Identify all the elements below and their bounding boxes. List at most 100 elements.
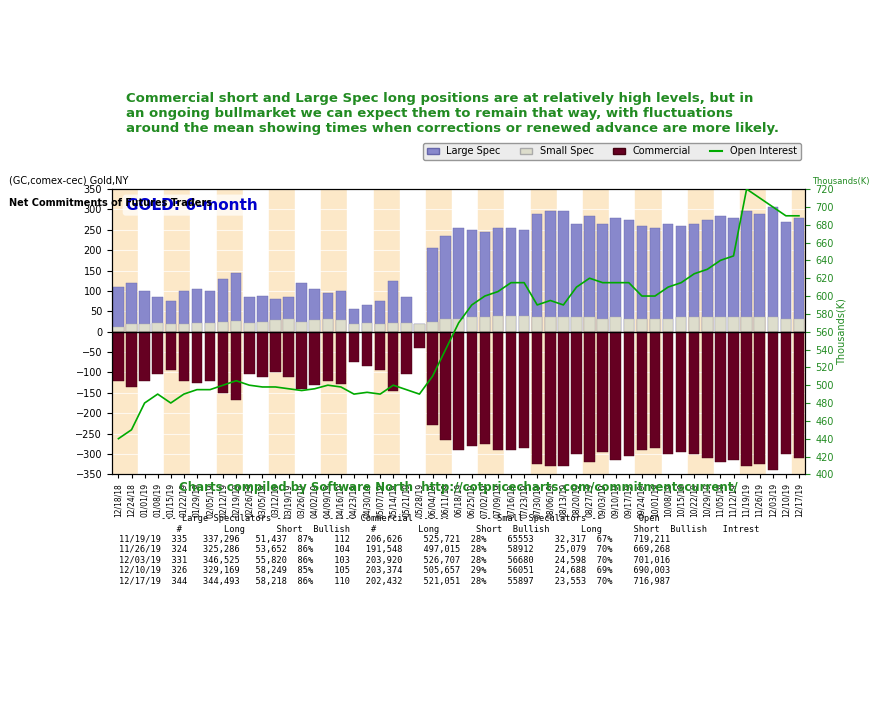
Bar [113, 331, 123, 380]
Bar [191, 331, 202, 383]
Bar [440, 331, 451, 440]
Bar [531, 331, 542, 464]
Bar [504, 189, 530, 474]
Bar [713, 189, 739, 474]
Bar [791, 189, 805, 474]
Bar [296, 321, 307, 331]
Bar [165, 331, 176, 370]
Bar [373, 189, 400, 474]
Bar [791, 189, 805, 474]
Bar [268, 189, 295, 474]
Text: Commercial short and Large Spec long positions are at relatively high levels, bu: Commercial short and Large Spec long pos… [125, 92, 778, 134]
Bar [740, 318, 751, 331]
Bar [270, 321, 281, 331]
Bar [519, 316, 528, 331]
Bar [453, 331, 463, 450]
Bar [767, 207, 777, 331]
Bar [321, 189, 347, 474]
Bar [767, 318, 777, 331]
Bar [728, 318, 738, 331]
Bar [112, 189, 138, 474]
Text: --- Large Speculators ---      ------ Commercial ------      -- Small Speculator: --- Large Speculators --- ------ Commerc… [119, 514, 758, 586]
Bar [179, 291, 189, 331]
Bar [623, 318, 633, 331]
Text: GOLD: 6-month: GOLD: 6-month [125, 198, 257, 212]
Bar [793, 217, 804, 331]
Bar [217, 279, 228, 331]
Bar [530, 189, 556, 474]
Bar [217, 331, 228, 393]
Bar [205, 291, 215, 331]
Bar [216, 189, 242, 474]
Bar [740, 331, 751, 466]
Bar [231, 321, 241, 331]
Bar [426, 331, 437, 425]
Bar [740, 212, 751, 331]
Bar [597, 224, 607, 331]
Text: (GC,comex-cec) Gold,NY: (GC,comex-cec) Gold,NY [9, 175, 128, 186]
Bar [556, 189, 582, 474]
Bar [191, 323, 202, 331]
Bar [349, 331, 358, 362]
Bar [493, 227, 502, 331]
Bar [728, 331, 738, 460]
Bar [780, 222, 790, 331]
Bar [493, 316, 502, 331]
Bar [322, 331, 333, 380]
Open Interest [544, 296, 555, 305]
Bar [451, 189, 477, 474]
Bar [296, 331, 307, 388]
Bar [295, 189, 321, 474]
Bar [531, 214, 542, 331]
Bar [347, 189, 373, 474]
Bar [113, 287, 123, 331]
Bar [139, 291, 149, 331]
Bar [296, 283, 307, 331]
Bar [505, 331, 516, 450]
Bar [466, 230, 477, 331]
Bar [662, 318, 672, 331]
Bar [636, 226, 646, 331]
Bar [714, 216, 725, 331]
Bar [739, 189, 765, 474]
Bar [414, 323, 424, 331]
Bar [401, 323, 411, 331]
Bar [687, 189, 713, 474]
Bar [661, 189, 687, 474]
Bar [531, 318, 542, 331]
Bar [453, 318, 463, 331]
Bar [584, 331, 595, 462]
Open Interest [793, 212, 804, 220]
Open Interest [113, 435, 123, 443]
Bar [623, 219, 633, 331]
Bar [477, 189, 504, 474]
Bar [426, 189, 451, 474]
Bar [113, 327, 123, 331]
Bar [765, 189, 791, 474]
Bar [375, 331, 385, 370]
Bar [675, 318, 686, 331]
Bar [152, 297, 163, 331]
Bar [505, 227, 516, 331]
Bar [610, 217, 620, 331]
Bar [558, 212, 568, 331]
Bar [349, 309, 358, 331]
Bar [414, 331, 424, 348]
Bar [610, 331, 620, 460]
Bar [558, 331, 568, 466]
Bar [138, 189, 164, 474]
Bar [152, 331, 163, 375]
Bar [205, 323, 215, 331]
Bar [610, 318, 620, 331]
Bar [179, 331, 189, 380]
Bar [361, 323, 372, 331]
Legend: Large Spec, Small Spec, Commercial, Open Interest: Large Spec, Small Spec, Commercial, Open… [423, 142, 800, 160]
Bar [257, 331, 267, 377]
Open Interest [636, 292, 646, 300]
Bar [597, 331, 607, 452]
Open Interest [740, 185, 751, 193]
Bar [688, 224, 699, 331]
Bar [375, 324, 385, 331]
Bar [309, 289, 320, 331]
Bar [780, 319, 790, 331]
